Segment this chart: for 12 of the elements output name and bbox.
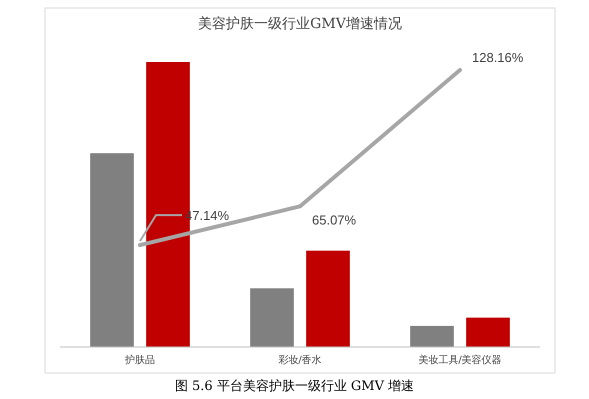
bar bbox=[250, 288, 294, 347]
x-tick-label: 彩妆/香水 bbox=[278, 354, 322, 366]
caption: 图 5.6 平台美容护肤一级行业 GMV 增速 bbox=[174, 378, 414, 394]
x-tick-label: 美妆工具/美容仪器 bbox=[418, 354, 502, 366]
data-label: 128.16% bbox=[472, 50, 524, 65]
bar bbox=[466, 318, 510, 347]
bar bbox=[306, 250, 350, 347]
bar bbox=[90, 153, 134, 347]
data-label: 65.07% bbox=[312, 212, 357, 228]
x-tick-label: 护肤品 bbox=[124, 354, 155, 366]
chart-title: 美容护肤一级行业GMV增速情况 bbox=[198, 16, 402, 32]
bar bbox=[410, 326, 454, 347]
